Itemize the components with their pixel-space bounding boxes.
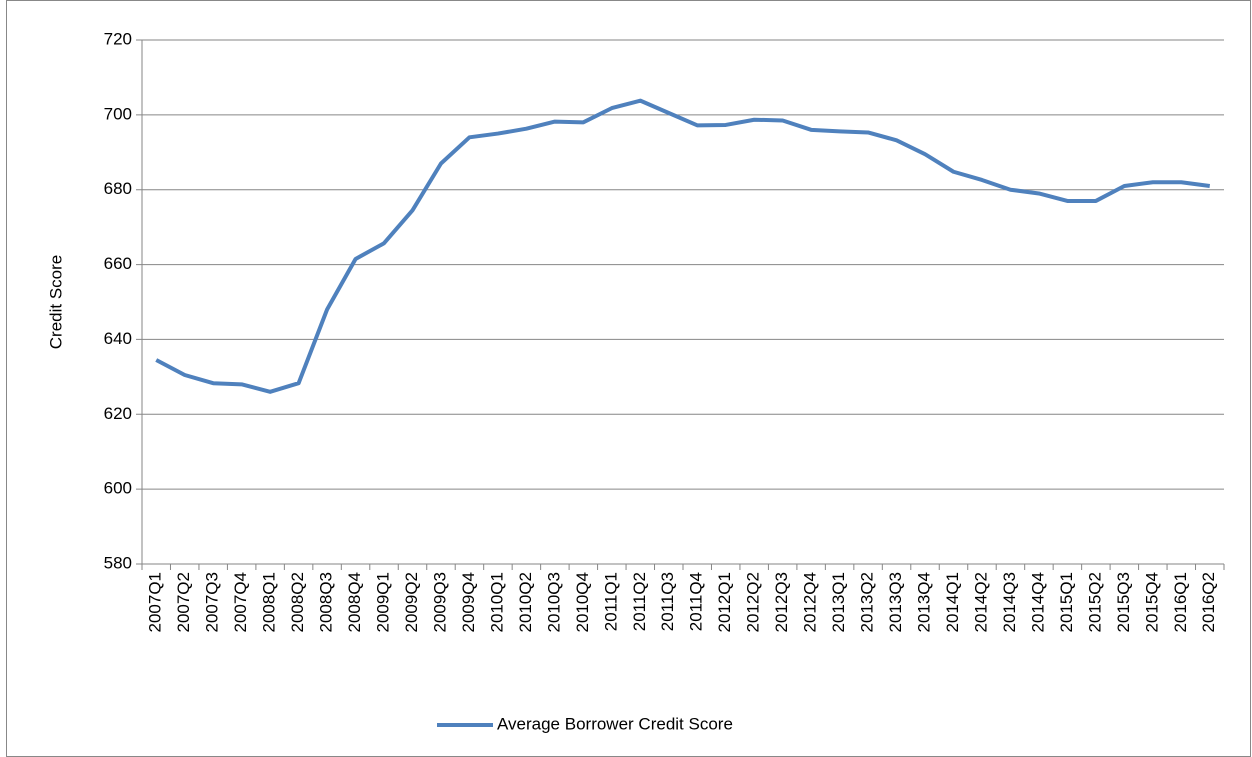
y-tick-label: 640 bbox=[104, 329, 132, 348]
x-tick-label: 2013Q3 bbox=[886, 572, 905, 633]
x-tick-label: 2014Q2 bbox=[971, 572, 990, 633]
x-tick-label: 2015Q4 bbox=[1142, 572, 1161, 633]
x-tick-label: 2007Q3 bbox=[203, 572, 222, 633]
y-tick-label: 620 bbox=[104, 404, 132, 423]
x-tick-label: 2007Q1 bbox=[146, 572, 165, 633]
x-tick-label: 2014Q1 bbox=[943, 572, 962, 633]
y-tick-label: 660 bbox=[104, 254, 132, 273]
x-tick-label: 2012Q3 bbox=[772, 572, 791, 633]
y-tick-label: 720 bbox=[104, 29, 132, 48]
y-tick-label: 700 bbox=[104, 104, 132, 123]
x-tick-label: 2014Q3 bbox=[1000, 572, 1019, 633]
x-tick-label: 2013Q1 bbox=[829, 572, 848, 633]
x-tick-label: 2011Q1 bbox=[601, 572, 620, 631]
x-tick-label: 2014Q4 bbox=[1028, 572, 1047, 633]
x-tick-label: 2008Q3 bbox=[317, 572, 336, 633]
x-tick-label: 2012Q2 bbox=[744, 572, 763, 633]
x-tick-label: 2015Q2 bbox=[1085, 572, 1104, 633]
x-tick-label: 2013Q4 bbox=[915, 572, 934, 633]
x-tick-label: 2010Q4 bbox=[573, 572, 592, 633]
x-tick-label: 2009Q1 bbox=[374, 572, 393, 633]
x-tick-label: 2011Q3 bbox=[658, 572, 677, 631]
y-tick-label: 680 bbox=[104, 179, 132, 198]
x-tick-label: 2015Q3 bbox=[1114, 572, 1133, 633]
x-tick-label: 2008Q2 bbox=[288, 572, 307, 633]
x-tick-label: 2009Q4 bbox=[459, 572, 478, 633]
x-tick-label: 2011Q2 bbox=[630, 572, 649, 631]
x-tick-label: 2013Q2 bbox=[858, 572, 877, 633]
x-tick-label: 2009Q3 bbox=[430, 572, 449, 633]
x-tick-label: 2007Q2 bbox=[174, 572, 193, 633]
x-tick-label: 2010Q1 bbox=[487, 572, 506, 633]
y-tick-label: 580 bbox=[104, 553, 132, 572]
x-tick-label: 2016Q2 bbox=[1199, 572, 1218, 633]
x-tick-label: 2016Q1 bbox=[1171, 572, 1190, 633]
x-tick-label: 2012Q4 bbox=[801, 572, 820, 633]
y-axis-label: Credit Score bbox=[46, 255, 65, 349]
legend-label: Average Borrower Credit Score bbox=[497, 714, 733, 733]
x-tick-label: 2011Q4 bbox=[687, 572, 706, 631]
x-tick-label: 2007Q4 bbox=[231, 572, 250, 633]
x-tick-label: 2010Q2 bbox=[516, 572, 535, 633]
x-tick-label: 2008Q4 bbox=[345, 572, 364, 633]
x-tick-label: 2008Q1 bbox=[260, 572, 279, 633]
data-line bbox=[155, 98, 1211, 394]
chart-frame bbox=[6, 0, 1251, 757]
y-tick-label: 600 bbox=[104, 479, 132, 498]
x-tick-label: 2015Q1 bbox=[1057, 572, 1076, 633]
x-tick-label: 2009Q2 bbox=[402, 572, 421, 633]
x-tick-label: 2012Q1 bbox=[715, 572, 734, 633]
x-tick-label: 2010Q3 bbox=[544, 572, 563, 633]
